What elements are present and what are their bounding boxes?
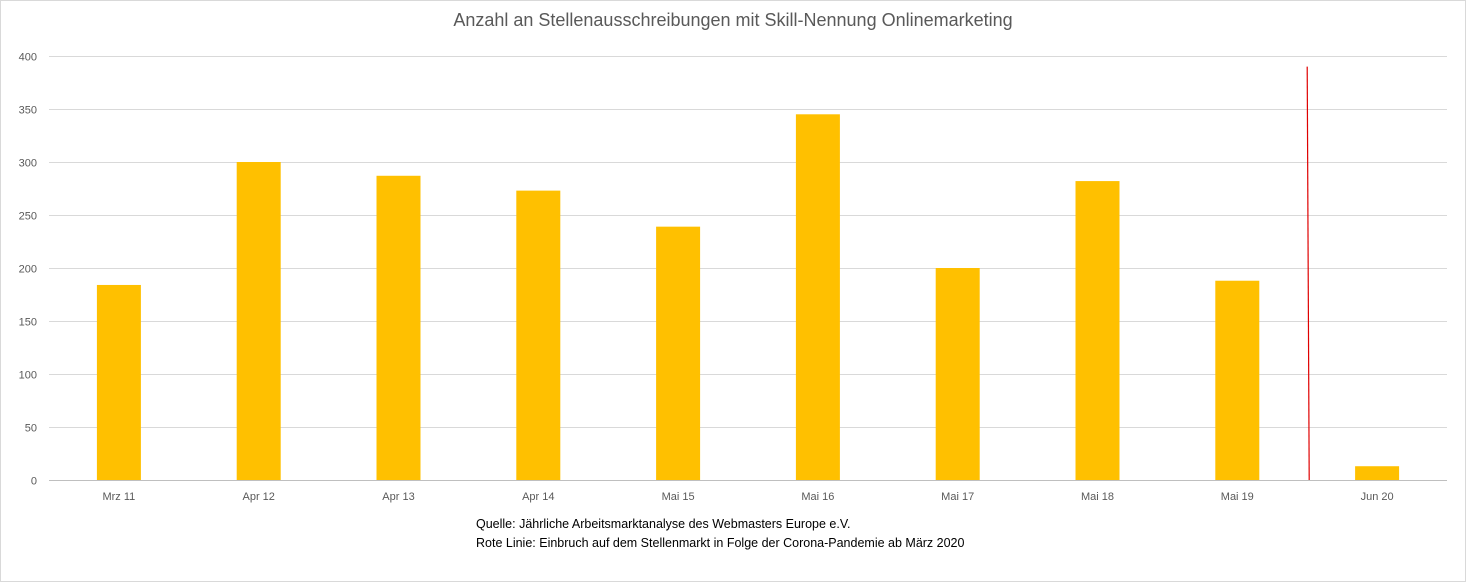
y-tick-label: 100	[19, 370, 37, 382]
bar-jun-20	[1355, 466, 1400, 480]
marker-line	[1306, 66, 1310, 481]
y-axis-labels: 0 50 100 150 200 250 300 350 400	[19, 52, 37, 488]
x-tick-label: Mai 19	[1221, 491, 1254, 503]
x-tick-label: Apr 12	[242, 491, 274, 503]
x-tick-label: Mai 16	[801, 491, 834, 503]
y-tick-label: 250	[19, 211, 37, 223]
x-tick-label: Mai 15	[662, 491, 695, 503]
y-tick-label: 350	[19, 105, 37, 117]
x-tick-label: Jun 20	[1361, 491, 1394, 503]
bar-mrz-11	[96, 284, 141, 480]
source-note: Quelle: Jährliche Arbeitsmarktanalyse de…	[476, 517, 851, 531]
bar-mai-16	[795, 114, 840, 481]
red-line-note: Rote Linie: Einbruch auf dem Stellenmark…	[476, 536, 965, 550]
bar-mai-15	[656, 226, 701, 480]
bar-mai-19	[1215, 280, 1260, 480]
bar-mai-17	[935, 268, 980, 480]
y-tick-label: 400	[19, 52, 37, 64]
bar-mai-18	[1075, 181, 1120, 480]
gridlines	[49, 56, 1447, 481]
x-tick-label: Mrz 11	[102, 491, 135, 503]
x-tick-label: Apr 13	[382, 491, 414, 503]
bars	[96, 114, 1400, 481]
x-tick-label: Mai 17	[941, 491, 974, 503]
red-marker-line	[1306, 66, 1310, 481]
bar-apr-12	[236, 162, 281, 480]
y-tick-label: 150	[19, 317, 37, 329]
chart-title: Anzahl an Stellenausschreibungen mit Ski…	[453, 10, 1013, 30]
bar-apr-13	[376, 175, 421, 480]
x-axis-labels: Mrz 11 Apr 12 Apr 13 Apr 14 Mai 15 Mai 16 Mai …	[102, 491, 1393, 503]
chart-notes: Quelle: Jährliche Arbeitsmarktanalyse de…	[476, 515, 964, 553]
y-tick-label: 200	[19, 264, 37, 276]
x-tick-label: Apr 14	[522, 491, 554, 503]
y-tick-label: 50	[25, 423, 37, 435]
bar-apr-14	[516, 190, 561, 480]
y-tick-label: 300	[19, 158, 37, 170]
y-tick-label: 0	[31, 476, 37, 488]
x-tick-label: Mai 18	[1081, 491, 1114, 503]
